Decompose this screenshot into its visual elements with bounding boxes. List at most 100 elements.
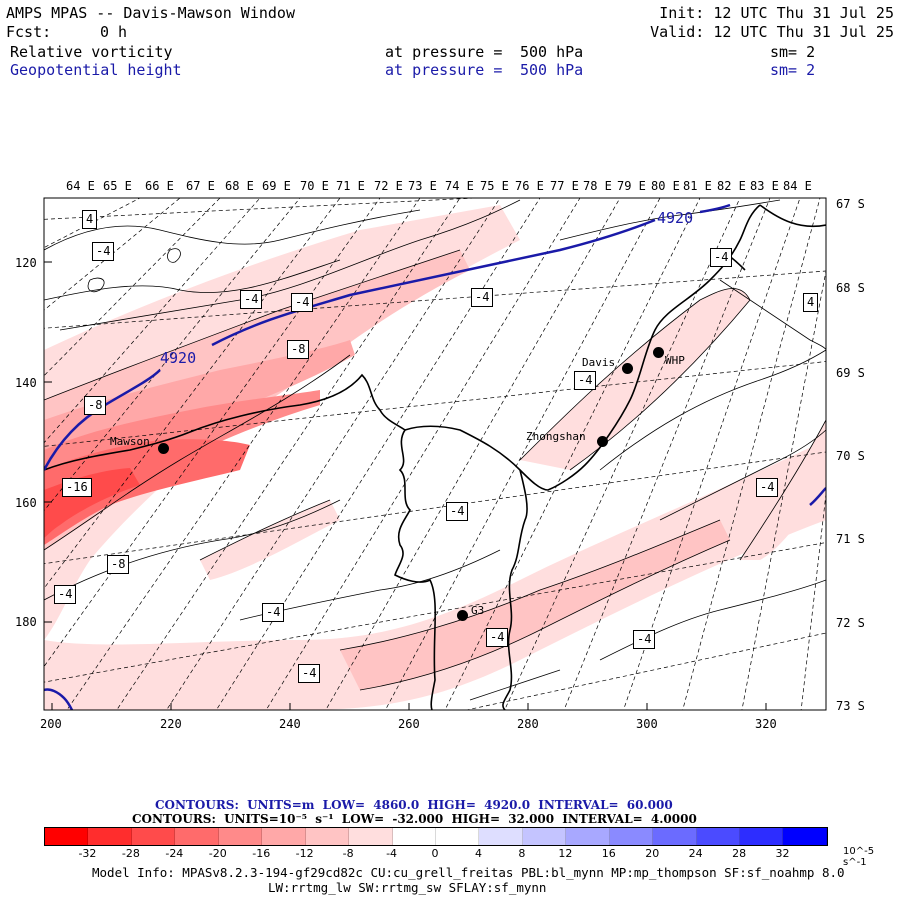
station-label: WHP [665,354,685,367]
colorbar-tick-label: -16 [252,847,271,860]
model-info-line2: LW:rrtmg_lw SW:rrtmg_sw SFLAY:sf_mynn [268,880,547,895]
y-tick-label: 140 [15,376,37,390]
colorbar-tick-label: 0 [431,847,439,860]
x-tick-label: 240 [279,717,301,731]
colorbar-tick-label: 12 [558,847,573,860]
fcst-value: 0 h [100,23,128,41]
contour-label: -4 [291,293,314,312]
model-info-line1: Model Info: MPASv8.2.3-194-gf29cd82c CU:… [92,865,845,880]
contour-label: -8 [107,555,130,574]
contour-label: -4 [486,628,509,647]
station-label: Mawson [110,435,150,448]
colorbar-segment [435,828,480,845]
x-tick-label: 220 [160,717,182,731]
colorbar-tick-label: -8 [342,847,354,860]
lat-tick-label: 68 S [836,281,865,295]
lat-tick-label: 69 S [836,366,865,380]
colorbar-tick-label: 20 [645,847,660,860]
valid-time: Valid: 12 UTC Thu 31 Jul 25 [650,23,894,41]
lon-tick-label: 67 E [186,179,215,193]
lon-tick-label: 78 E [583,179,612,193]
y-tick-label: 160 [15,496,37,510]
lon-tick-label: 73 E [408,179,437,193]
y-tick-label: 180 [15,615,37,629]
colorbar-segment [262,828,306,845]
field2-sm: sm= 2 [770,61,816,79]
field1-pressure-label: at pressure = [385,43,503,61]
colorbar-tick-label: -12 [295,847,314,860]
app-title: AMPS MPAS -- Davis-Mawson Window [6,4,295,22]
fcst-label: Fcst: [6,23,52,41]
colorbar [44,827,828,846]
contour-label: -4 [574,371,597,390]
colorbar-tick-label: 24 [688,847,703,860]
field2-pressure-label: at pressure = [385,61,503,79]
colorbar-segment [392,828,436,845]
contour-label: -8 [287,340,310,359]
x-tick-label: 200 [40,717,62,731]
colorbar-tick-label: -32 [78,847,97,860]
colorbar-segment [653,828,697,845]
lon-tick-label: 84 E [783,179,812,193]
colorbar-segment [522,828,567,845]
colorbar-tick-label: -4 [386,847,398,860]
contour-label: 4 [82,210,98,229]
lon-tick-label: 80 E [651,179,680,193]
lon-tick-label: 68 E [225,179,254,193]
x-tick-label: 260 [398,717,420,731]
colorbar-segment [609,828,654,845]
x-tick-label: 280 [517,717,539,731]
contour-label: -4 [262,603,285,622]
height-contour-label: 4920 [657,209,694,227]
colorbar-segment [305,828,350,845]
colorbar-segment [175,828,219,845]
map-fill [44,198,826,710]
y-tick-label: 120 [15,256,37,270]
lon-tick-label: 82 E [717,179,746,193]
colorbar-segment [349,828,393,845]
colorbar-segment [218,828,263,845]
colorbar-segment [131,828,176,845]
lon-tick-label: 65 E [103,179,132,193]
field2-pressure: 500 hPa [520,61,584,79]
contour-label: 4 [803,293,819,312]
lon-tick-label: 64 E [66,179,95,193]
init-time: Init: 12 UTC Thu 31 Jul 25 [659,4,894,22]
station-marker-icon [622,363,633,374]
colorbar-tick-label: 16 [601,847,616,860]
lon-tick-label: 79 E [617,179,646,193]
colorbar-units: 10^-5 s^-1 [843,846,875,868]
station-marker-icon [597,436,608,447]
contour-label: -4 [471,288,494,307]
contour-label: -4 [756,478,779,497]
x-tick-label: 320 [755,717,777,731]
contour-label: -4 [54,585,77,604]
colorbar-segment [740,828,784,845]
lon-tick-label: 83 E [750,179,779,193]
contour-label: -4 [240,290,263,309]
lon-tick-label: 72 E [374,179,403,193]
lon-tick-label: 66 E [145,179,174,193]
colorbar-tick-label: 8 [518,847,526,860]
lon-tick-label: 71 E [336,179,365,193]
colorbar-tick-label: -28 [121,847,140,860]
axis-ticks [44,261,767,710]
field1-pressure: 500 hPa [520,43,584,61]
lat-tick-label: 70 S [836,449,865,463]
field2-name: Geopotential height [10,61,182,79]
station-marker-icon [653,347,664,358]
contour-label: -4 [92,242,115,261]
contour-label: -4 [446,502,469,521]
lon-tick-label: 76 E [515,179,544,193]
lat-tick-label: 73 S [836,699,865,713]
colorbar-segment [88,828,132,845]
station-label: Zhongshan [526,430,586,443]
plot-frame [43,197,827,711]
lon-tick-label: 77 E [550,179,579,193]
colorbar-tick-label: -24 [165,847,184,860]
field1-sm: sm= 2 [770,43,816,61]
station-marker-icon [158,443,169,454]
station-marker-icon [457,610,468,621]
lat-tick-label: 72 S [836,616,865,630]
